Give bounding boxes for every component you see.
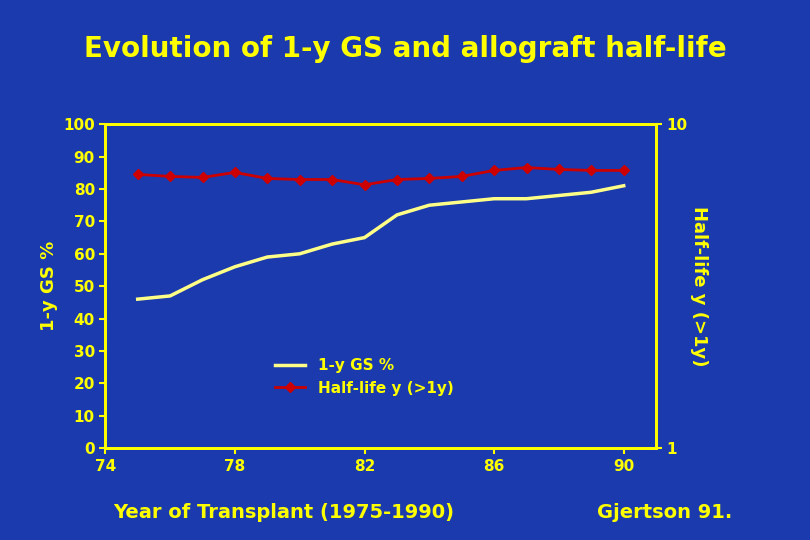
Y-axis label: Half-life y (>1y): Half-life y (>1y) bbox=[690, 206, 709, 367]
Legend: 1-y GS %, Half-life y (>1y): 1-y GS %, Half-life y (>1y) bbox=[269, 352, 459, 402]
Y-axis label: 1-y GS %: 1-y GS % bbox=[40, 241, 58, 332]
Text: Year of Transplant (1975-1990): Year of Transplant (1975-1990) bbox=[113, 503, 454, 523]
Text: Evolution of 1-y GS and allograft half-life: Evolution of 1-y GS and allograft half-l… bbox=[83, 35, 727, 63]
Text: Gjertson 91.: Gjertson 91. bbox=[597, 503, 731, 523]
